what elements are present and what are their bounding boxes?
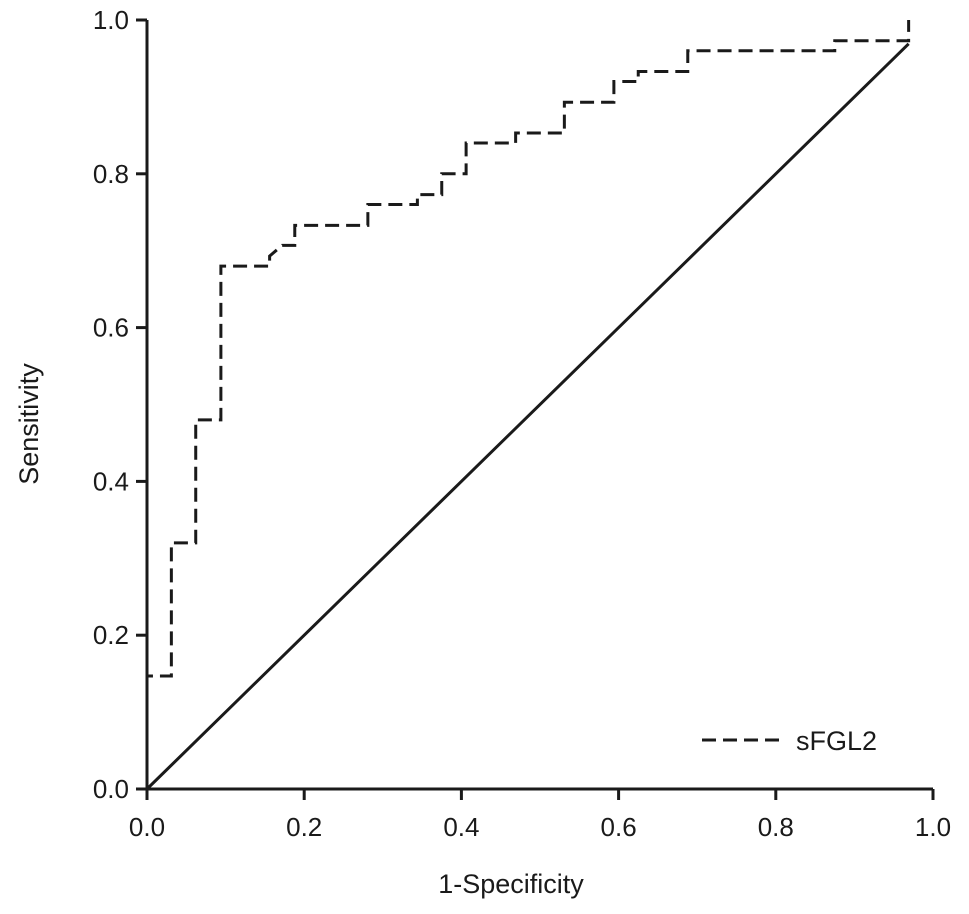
x-tick-label: 0.8	[758, 812, 794, 842]
x-axis-title: 1-Specificity	[438, 869, 584, 899]
y-tick-label: 1.0	[93, 5, 129, 35]
y-tick-label: 0.0	[93, 774, 129, 804]
legend: sFGL2	[702, 726, 877, 756]
y-axis-title: Sensitivity	[14, 363, 44, 485]
x-tick-label: 1.0	[915, 812, 951, 842]
y-axis-ticks: 0.0 0.2 0.4 0.6 0.8 1.0	[93, 5, 147, 804]
x-tick-label: 0.4	[443, 812, 479, 842]
reference-diagonal-line	[145, 42, 910, 791]
y-tick-label: 0.4	[93, 466, 129, 496]
x-axis-ticks: 0.0 0.2 0.4 0.6 0.8 1.0	[129, 789, 951, 842]
legend-label-sfgl2: sFGL2	[796, 726, 877, 756]
y-tick-label: 0.6	[93, 313, 129, 343]
y-tick-label: 0.8	[93, 159, 129, 189]
x-tick-label: 0.6	[601, 812, 637, 842]
axes	[145, 20, 933, 791]
x-tick-label: 0.2	[286, 812, 322, 842]
x-tick-label: 0.0	[129, 812, 165, 842]
series-line-sfgl2	[145, 20, 911, 789]
y-tick-label: 0.2	[93, 620, 129, 650]
plot-area	[145, 20, 911, 791]
